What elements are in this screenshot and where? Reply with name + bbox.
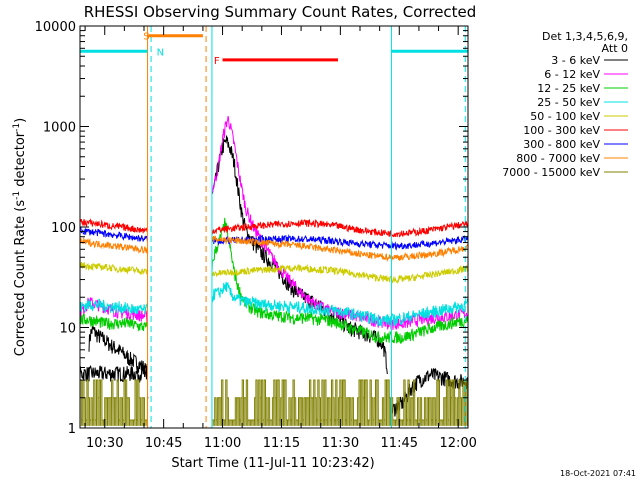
series-50-100-keV: [79, 261, 469, 284]
series-7000-15000-keV: [79, 379, 469, 426]
series-800-7000-keV: [79, 235, 469, 262]
state-label-s: S: [143, 32, 149, 43]
series-trace: [211, 218, 469, 238]
series-trace: [79, 379, 149, 426]
legend-entry-label: 7000 - 15000 keV: [502, 166, 600, 179]
legend-entry-label: 300 - 800 keV: [523, 138, 600, 151]
y-axis-label-part: Corrected Count Rate (s: [13, 200, 28, 357]
series-trace: [79, 313, 148, 332]
series-trace: [79, 261, 148, 276]
series-100-300-keV: [79, 218, 469, 238]
y-axis-label-part: -1: [12, 191, 22, 200]
x-axis-label: Start Time (11-Jul-11 10:23:42): [171, 456, 374, 471]
legend-entry-label: 800 - 7000 keV: [516, 152, 600, 165]
series-trace: [79, 298, 148, 315]
x-tick-label: 11:45: [381, 436, 418, 451]
y-axis-label: Corrected Count Rate (s-1 detector-1): [12, 118, 28, 356]
series-trace: [211, 281, 468, 328]
legend-entry-label: 25 - 50 keV: [537, 96, 600, 109]
series-trace: [211, 233, 469, 251]
series-trace: [211, 263, 469, 284]
series-trace: [390, 379, 469, 426]
chart-title: RHESSI Observing Summary Count Rates, Co…: [84, 3, 477, 21]
y-tick-label: 10000: [35, 20, 76, 35]
series-300-800-keV: [79, 226, 469, 251]
y-tick-label: 1000: [43, 121, 76, 136]
legend-header-detectors: Det 1,3,4,5,6,9,: [542, 30, 628, 43]
x-tick-label: 12:00: [439, 436, 476, 451]
y-axis-label-part: ): [13, 118, 28, 123]
x-tick-label: 10:30: [86, 436, 123, 451]
y-tick-label: 100: [51, 221, 76, 236]
x-tick-label: 11:30: [322, 436, 359, 451]
series-trace: [79, 226, 148, 242]
series-trace: [211, 235, 469, 262]
x-tick-label: 11:15: [263, 436, 300, 451]
series-trace: [211, 115, 469, 330]
y-axis-label-part: -1: [12, 123, 22, 132]
state-label-f: F: [214, 56, 220, 67]
series-trace: [79, 218, 148, 234]
footer-timestamp: 18-Oct-2021 07:41: [560, 469, 636, 478]
x-tick-label: 10:45: [145, 436, 182, 451]
legend-entry-label: 6 - 12 keV: [544, 68, 600, 81]
y-tick-label: 1: [68, 422, 76, 437]
series-trace: [211, 379, 392, 426]
series-trace: [211, 217, 469, 345]
series-25-50-keV: [79, 281, 468, 328]
y-tick-label: 10: [59, 322, 76, 337]
legend-entry-label: 50 - 100 keV: [530, 110, 600, 123]
state-label-n: N: [157, 47, 164, 58]
y-axis-label-part: detector: [13, 131, 28, 191]
series-12-25-keV: [79, 217, 469, 345]
legend-entry-label: 3 - 6 keV: [551, 54, 600, 67]
legend-entry-label: 12 - 25 keV: [537, 82, 600, 95]
plot-frame: [79, 25, 469, 429]
legend-entry-label: 100 - 300 keV: [523, 124, 600, 137]
x-tick-label: 11:00: [204, 436, 241, 451]
series-trace: [79, 236, 148, 255]
legend-header-attenuator: Att 0: [602, 42, 628, 55]
